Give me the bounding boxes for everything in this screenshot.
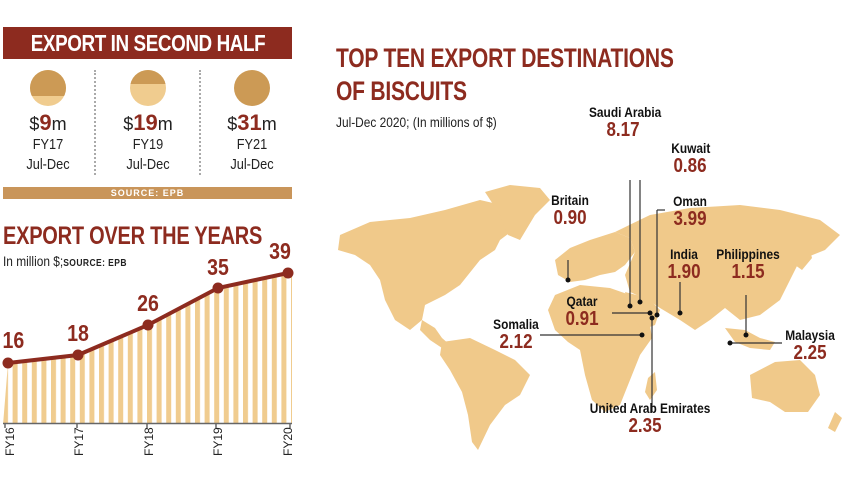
data-point [282, 267, 294, 279]
dotted-divider [199, 70, 201, 175]
half-item-fy17: $9m FY17 Jul-Dec [0, 70, 96, 175]
dest-qatar: Qatar 0.91 [565, 293, 599, 330]
map-subtitle: Jul-Dec 2020; (In millions of $) [336, 114, 497, 130]
source-bar: SOURCE: EPB [3, 187, 292, 199]
value-label: 18 [67, 320, 89, 346]
x-tick-label: FY18 [142, 427, 156, 456]
new-zealand [828, 412, 842, 432]
dest-kuwait: Kuwait 0.86 [671, 140, 711, 177]
dest-oman: Oman 3.99 [673, 193, 707, 230]
southeast-asia [725, 328, 775, 350]
dest-saudi-arabia: Saudi Arabia 8.17 [589, 104, 662, 141]
area-stripes [3, 273, 292, 423]
dest-uae: United Arab Emirates 2.35 [589, 400, 711, 437]
dest-malaysia: Malaysia 2.25 [785, 327, 835, 364]
arabian-peninsula [625, 292, 660, 330]
value-label: 39 [269, 238, 291, 264]
dest-britain: Britain 0.90 [551, 192, 589, 229]
japan [795, 242, 812, 270]
data-point [212, 282, 224, 294]
data-point [2, 357, 14, 369]
half-item-fy21: $31m FY21 Jul-Dec [204, 70, 300, 175]
dest-philippines: Philippines 1.15 [716, 246, 780, 283]
pie-circle-icon [130, 70, 166, 106]
half-item-fy19: $19m FY19 Jul-Dec [100, 70, 196, 175]
asia [615, 205, 840, 330]
period-label: Jul-Dec [230, 156, 274, 173]
dest-somalia: Somalia 2.12 [493, 316, 539, 353]
value-label: 35 [207, 254, 229, 280]
second-half-title: EXPORT IN SECOND HALF [3, 27, 292, 59]
period-label: Jul-Dec [126, 156, 170, 173]
x-tick-label: FY16 [3, 427, 17, 456]
fy-label: FY17 [32, 136, 64, 153]
value-label: 26 [137, 290, 159, 316]
fy-label: FY19 [132, 136, 164, 153]
data-point [142, 319, 154, 331]
pie-circle-icon [30, 70, 66, 106]
map-title: TOP TEN EXPORT DESTINATIONS OF BISCUITS [336, 43, 674, 106]
dest-india: India 1.90 [667, 246, 701, 283]
south-america [440, 338, 530, 450]
north-america [338, 200, 520, 330]
x-tick-label: FY19 [211, 427, 225, 456]
greenland [485, 185, 550, 240]
europe [555, 232, 635, 282]
value-label: 16 [2, 327, 25, 353]
world-map [338, 180, 842, 450]
pie-circle-icon [234, 70, 270, 106]
x-tick-label: FY17 [72, 427, 86, 456]
line-chart [2, 267, 294, 428]
period-label: Jul-Dec [26, 156, 70, 173]
data-point [72, 349, 84, 361]
fy-label: FY21 [236, 136, 268, 153]
x-tick-label: FY20 [281, 427, 295, 456]
australia [750, 360, 820, 412]
madagascar [645, 372, 657, 400]
dotted-divider [94, 70, 96, 175]
years-title: EXPORT OVER THE YEARS [3, 222, 263, 250]
africa [548, 285, 652, 412]
years-note: In million $;SOURCE: EPB [3, 253, 127, 269]
